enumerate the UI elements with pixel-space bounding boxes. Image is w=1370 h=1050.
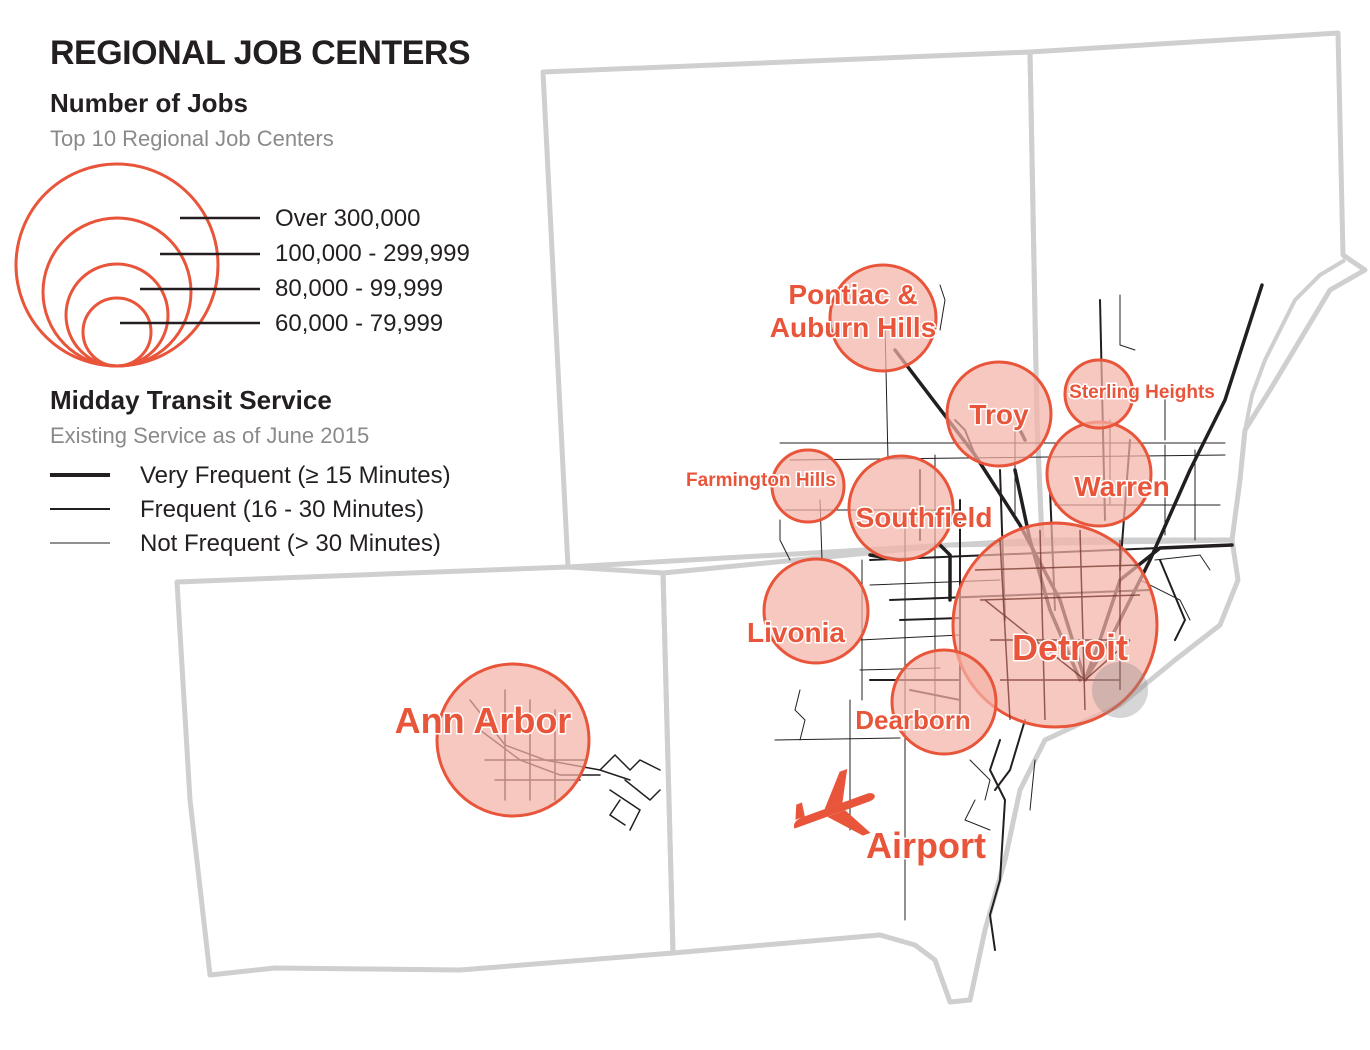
jobs-legend-item-3: 80,000 - 99,999 xyxy=(275,275,443,302)
legend: REGIONAL JOB CENTERS Number of Jobs Top … xyxy=(14,34,471,557)
legend-circle-60000-79999 xyxy=(81,296,153,368)
shoreline xyxy=(1243,258,1347,431)
jobs-legend-leaders xyxy=(120,216,260,325)
job-center-circle-ann-arbor[interactable] xyxy=(435,662,591,818)
job-center-circle-livonia[interactable] xyxy=(762,557,870,665)
label-troy: Troy xyxy=(969,399,1029,430)
transit-legend-item-2: Frequent (16 - 30 Minutes) xyxy=(140,496,424,523)
transit-legend-item-3: Not Frequent (> 30 Minutes) xyxy=(140,530,441,557)
map-title: REGIONAL JOB CENTERS xyxy=(50,34,470,72)
jobs-legend-circles xyxy=(14,162,220,368)
jobs-legend-item-4: 60,000 - 79,999 xyxy=(275,310,443,337)
jobs-legend-heading: Number of Jobs xyxy=(50,88,248,118)
county-boundary-washtenaw xyxy=(174,564,676,978)
airport-marker: Airport xyxy=(793,769,988,868)
detroit-downtown-shadow xyxy=(1092,662,1148,718)
jobs-legend-subheading: Top 10 Regional Job Centers xyxy=(50,126,334,151)
label-warren: Warren xyxy=(1074,471,1169,502)
detroit-core-network xyxy=(974,529,1141,721)
job-center-circle-troy[interactable] xyxy=(945,360,1053,468)
airplane-icon xyxy=(793,769,875,836)
label-sterling-heights: Sterling Heights xyxy=(1069,382,1215,403)
label-pontiac: Pontiac & xyxy=(788,279,917,310)
label-dearborn: Dearborn xyxy=(855,705,971,735)
label-farmington-hills: Farmington Hills xyxy=(686,470,836,491)
job-center-circle-detroit[interactable] xyxy=(951,521,1159,729)
job-center-circle-pontiac-auburn-hills[interactable] xyxy=(828,263,938,373)
job-center-labels: Detroit Ann Arbor Southfield Pontiac & A… xyxy=(393,278,1216,743)
transit-legend-subheading: Existing Service as of June 2015 xyxy=(50,423,369,448)
job-center-circles xyxy=(435,263,1159,818)
transit-legend-item-1: Very Frequent (≥ 15 Minutes) xyxy=(140,462,451,489)
label-detroit: Detroit xyxy=(1012,627,1128,668)
legend-circle-80000-99999 xyxy=(64,262,170,368)
label-auburn-hills: Auburn Hills xyxy=(770,312,936,343)
label-livonia: Livonia xyxy=(747,617,845,648)
jobs-legend-item-2: 100,000 - 299,999 xyxy=(275,240,470,267)
legend-circle-100000-299999 xyxy=(41,216,193,368)
jobs-legend-item-1: Over 300,000 xyxy=(275,205,420,232)
county-boundary-wayne xyxy=(660,537,1241,1005)
transit-legend-heading: Midday Transit Service xyxy=(50,385,332,415)
job-center-circle-dearborn[interactable] xyxy=(890,648,998,756)
label-southfield: Southfield xyxy=(856,502,993,533)
label-ann-arbor: Ann Arbor xyxy=(395,700,572,741)
job-center-circle-sterling-heights[interactable] xyxy=(1063,358,1135,430)
job-center-circle-southfield[interactable] xyxy=(847,454,955,562)
job-center-circle-farmington-hills[interactable] xyxy=(770,448,846,524)
label-airport: Airport xyxy=(866,825,986,866)
